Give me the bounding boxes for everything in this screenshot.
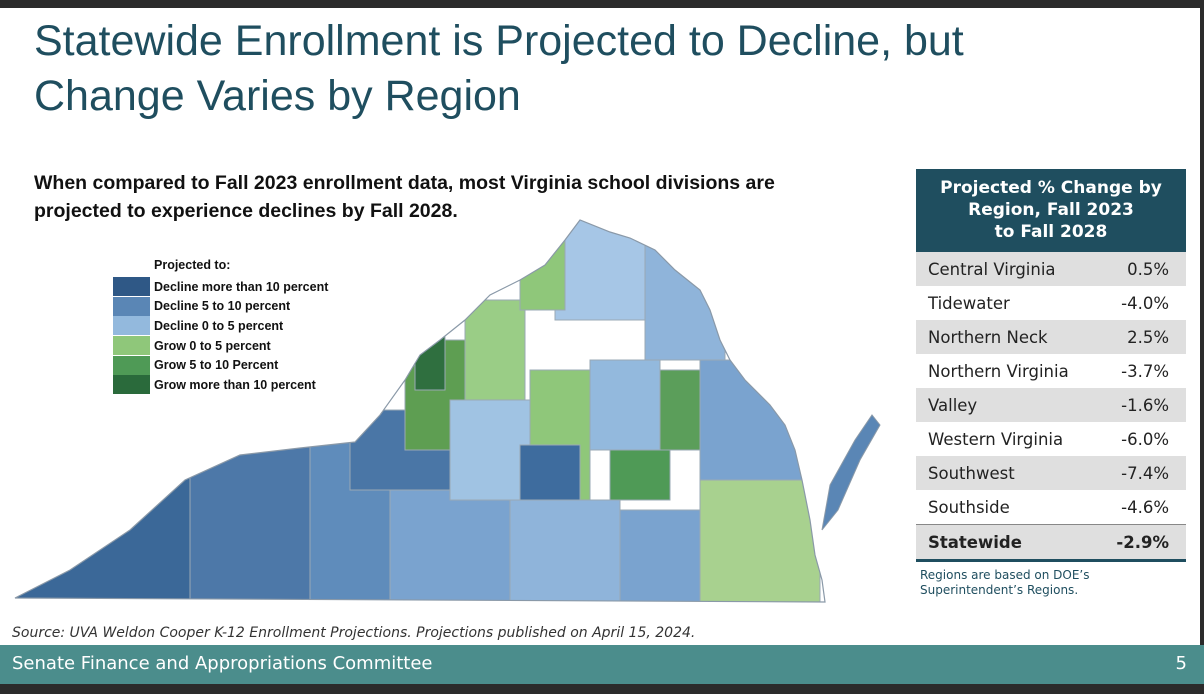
title-line-1: Statewide Enrollment is Projected to Dec… (34, 17, 964, 65)
table-row: Western Virginia -6.0% (916, 422, 1186, 456)
table-row: Valley -1.6% (916, 388, 1186, 422)
legend-label: Grow 0 to 5 percent (154, 338, 271, 353)
map-region-northern-va-2 (644, 229, 726, 361)
table-row: Central Virginia 0.5% (916, 252, 1186, 286)
right-edge (1200, 0, 1204, 694)
map-region-lynchburg (519, 444, 581, 501)
table-row: Southwest -7.4% (916, 456, 1186, 490)
map-region-se-green (609, 449, 671, 501)
legend-swatch (113, 277, 150, 297)
map-legend: Projected to: Decline more than 10 perce… (113, 258, 328, 395)
regional-change-table: Projected % Change by Region, Fall 2023 … (916, 169, 1186, 598)
footer-bar: Senate Finance and Appropriations Commit… (0, 645, 1204, 684)
legend-swatch (113, 375, 150, 395)
legend-swatch (113, 336, 150, 356)
map-region-southside-3 (619, 509, 701, 602)
table-row: Southside -4.6% (916, 490, 1186, 524)
legend-label: Decline 5 to 10 percent (154, 299, 291, 314)
region-name: Northern Neck (928, 327, 1048, 347)
table-row: Northern Virginia -3.7% (916, 354, 1186, 388)
legend-item: Decline 0 to 5 percent (113, 316, 328, 336)
region-name: Southside (928, 497, 1010, 517)
legend-item: Decline more than 10 percent (113, 277, 328, 297)
subtitle-line-2: projected to experience declines by Fall… (34, 200, 458, 222)
table-note: Regions are based on DOE’s Superintenden… (916, 562, 1186, 598)
region-name: Valley (928, 395, 978, 415)
table-row: Tidewater -4.0% (916, 286, 1186, 320)
map-region-valley-2 (464, 299, 526, 401)
legend-label: Grow more than 10 percent (154, 377, 316, 392)
region-change: -3.7% (1121, 361, 1169, 381)
legend-item: Grow more than 10 percent (113, 375, 328, 395)
bottom-edge (0, 684, 1204, 694)
map-region-northern-neck (699, 359, 811, 481)
footer-organization: Senate Finance and Appropriations Commit… (12, 653, 433, 674)
slide-subtitle: When compared to Fall 2023 enrollment da… (34, 169, 794, 225)
region-change: -4.0% (1121, 293, 1169, 313)
table-row-total: Statewide -2.9% (916, 524, 1186, 562)
region-name: Statewide (928, 532, 1022, 552)
table-note-line-1: Regions are based on DOE’s (920, 568, 1090, 582)
slide-title: Statewide Enrollment is Projected to Dec… (34, 14, 1134, 124)
map-region-southside-2 (509, 499, 621, 602)
subtitle-line-1: When compared to Fall 2023 enrollment da… (34, 172, 775, 194)
legend-swatch (113, 296, 150, 316)
map-region-central-1 (449, 399, 531, 501)
region-change: 2.5% (1127, 327, 1169, 347)
region-change: -2.9% (1116, 532, 1169, 552)
table-header-line-1: Projected % Change by (940, 178, 1162, 198)
map-region-north-valley (519, 229, 566, 311)
legend-swatch (113, 316, 150, 336)
legend-item: Decline 5 to 10 percent (113, 296, 328, 317)
region-name: Southwest (928, 463, 1015, 483)
map-region-west-grow (414, 334, 446, 391)
table-row: Northern Neck 2.5% (916, 320, 1186, 354)
region-change: -4.6% (1121, 497, 1169, 517)
table-header-line-3: to Fall 2028 (994, 222, 1108, 242)
region-change: -7.4% (1121, 463, 1169, 483)
table-header-line-2: Region, Fall 2023 (968, 200, 1134, 220)
region-name: Western Virginia (928, 429, 1064, 449)
map-region-southwest (15, 449, 191, 602)
top-edge (0, 0, 1204, 8)
source-citation: Source: UVA Weldon Cooper K-12 Enrollmen… (12, 625, 696, 641)
title-line-2: Change Varies by Region (34, 72, 521, 120)
region-change: 0.5% (1127, 259, 1169, 279)
virginia-enrollment-map (14, 219, 881, 603)
region-name: Central Virginia (928, 259, 1056, 279)
table-header: Projected % Change by Region, Fall 2023 … (916, 169, 1186, 252)
legend-title: Projected to: (154, 258, 231, 272)
region-name: Tidewater (928, 293, 1010, 313)
legend-item: Grow 0 to 5 percent (113, 336, 328, 356)
region-change: -6.0% (1121, 429, 1169, 449)
map-region-swva-2 (189, 439, 311, 602)
legend-label: Decline more than 10 percent (154, 279, 329, 294)
legend-item: Grow 5 to 10 Percent (113, 355, 328, 375)
region-change: -1.6% (1121, 395, 1169, 415)
region-name: Northern Virginia (928, 361, 1069, 381)
legend-swatch (113, 355, 150, 375)
map-region-central-3 (589, 359, 661, 451)
map-eastern-shore (821, 414, 881, 531)
map-region-northern-va-1 (554, 220, 646, 321)
map-region-tidewater (699, 479, 821, 602)
legend-label: Decline 0 to 5 percent (154, 318, 284, 333)
table-note-line-2: Superintendent’s Regions. (920, 583, 1079, 597)
legend-label: Grow 5 to 10 Percent (154, 358, 279, 373)
page-number: 5 (1175, 653, 1187, 674)
